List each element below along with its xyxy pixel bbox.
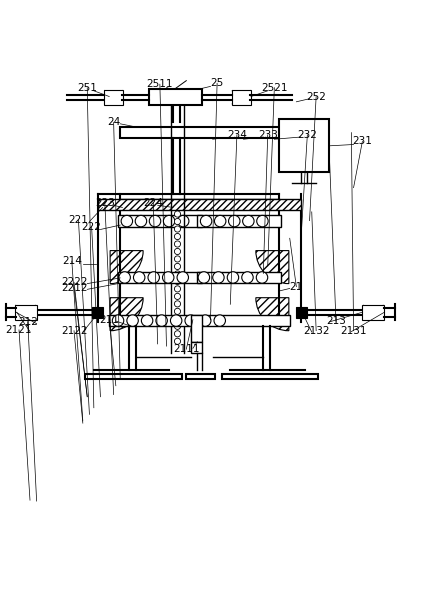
Circle shape bbox=[175, 338, 181, 345]
Text: 25: 25 bbox=[210, 79, 224, 88]
Circle shape bbox=[133, 272, 145, 283]
Circle shape bbox=[119, 272, 130, 283]
Circle shape bbox=[178, 215, 189, 227]
Circle shape bbox=[113, 315, 124, 326]
Circle shape bbox=[171, 315, 182, 326]
Circle shape bbox=[175, 233, 181, 239]
Text: 2132: 2132 bbox=[303, 326, 330, 336]
Text: 21: 21 bbox=[290, 282, 303, 292]
Circle shape bbox=[175, 219, 181, 225]
Text: 222: 222 bbox=[82, 222, 101, 232]
Text: 232: 232 bbox=[297, 130, 317, 140]
Circle shape bbox=[121, 215, 132, 227]
Bar bbox=[118, 215, 202, 228]
Circle shape bbox=[163, 272, 174, 283]
Wedge shape bbox=[256, 298, 289, 331]
Bar bbox=[279, 119, 329, 172]
Circle shape bbox=[175, 271, 181, 277]
Circle shape bbox=[175, 264, 181, 269]
Circle shape bbox=[242, 272, 253, 283]
Bar bbox=[118, 272, 202, 283]
Bar bbox=[296, 307, 307, 319]
Bar bbox=[104, 90, 123, 105]
Circle shape bbox=[214, 315, 225, 326]
Bar bbox=[190, 316, 202, 342]
Text: 233: 233 bbox=[258, 130, 278, 140]
Circle shape bbox=[214, 215, 226, 227]
Circle shape bbox=[148, 272, 159, 283]
Circle shape bbox=[163, 215, 175, 227]
Text: 2521: 2521 bbox=[261, 83, 288, 93]
Text: 211: 211 bbox=[99, 315, 119, 324]
Text: 24: 24 bbox=[107, 118, 120, 128]
Circle shape bbox=[175, 211, 181, 217]
Wedge shape bbox=[256, 251, 289, 284]
Circle shape bbox=[156, 315, 167, 326]
Circle shape bbox=[175, 316, 181, 322]
Circle shape bbox=[175, 248, 181, 255]
Text: 213: 213 bbox=[326, 316, 346, 326]
Circle shape bbox=[199, 315, 211, 326]
Bar bbox=[232, 90, 251, 105]
Text: 212: 212 bbox=[18, 317, 38, 327]
Text: 214: 214 bbox=[62, 256, 82, 266]
Bar bbox=[187, 374, 215, 379]
Bar bbox=[98, 199, 301, 210]
Circle shape bbox=[198, 272, 210, 283]
Bar bbox=[197, 215, 281, 228]
Bar bbox=[149, 89, 202, 105]
Text: 2212: 2212 bbox=[61, 282, 87, 293]
Bar bbox=[197, 272, 281, 283]
Circle shape bbox=[200, 215, 212, 227]
Circle shape bbox=[175, 331, 181, 337]
Circle shape bbox=[175, 226, 181, 232]
Circle shape bbox=[175, 256, 181, 262]
Circle shape bbox=[149, 215, 161, 227]
Circle shape bbox=[175, 241, 181, 247]
Circle shape bbox=[213, 272, 224, 283]
Text: 223: 223 bbox=[95, 198, 115, 208]
Circle shape bbox=[175, 278, 181, 284]
Bar bbox=[362, 305, 385, 320]
Text: 2122: 2122 bbox=[61, 326, 87, 336]
Circle shape bbox=[243, 215, 254, 227]
Bar bbox=[92, 307, 103, 319]
Text: 2131: 2131 bbox=[340, 326, 367, 336]
Bar bbox=[85, 374, 182, 379]
Text: 234: 234 bbox=[227, 130, 247, 140]
Bar bbox=[190, 342, 202, 353]
Text: 251: 251 bbox=[77, 83, 97, 93]
Bar bbox=[120, 127, 305, 138]
Circle shape bbox=[175, 286, 181, 292]
Circle shape bbox=[175, 293, 181, 300]
Circle shape bbox=[141, 315, 153, 326]
Text: 2222: 2222 bbox=[61, 277, 87, 287]
Text: 2511: 2511 bbox=[147, 79, 173, 89]
Circle shape bbox=[135, 215, 147, 227]
Wedge shape bbox=[110, 251, 143, 284]
Circle shape bbox=[175, 323, 181, 329]
Bar bbox=[109, 316, 290, 326]
Text: 2121: 2121 bbox=[6, 325, 32, 335]
Circle shape bbox=[175, 301, 181, 307]
Circle shape bbox=[175, 309, 181, 314]
Circle shape bbox=[177, 272, 188, 283]
Circle shape bbox=[185, 315, 196, 326]
Circle shape bbox=[127, 315, 138, 326]
Bar bbox=[222, 374, 319, 379]
Text: 252: 252 bbox=[306, 92, 326, 102]
Wedge shape bbox=[110, 298, 143, 331]
Bar bbox=[15, 305, 37, 320]
Circle shape bbox=[256, 272, 268, 283]
Circle shape bbox=[229, 215, 240, 227]
Text: 221: 221 bbox=[69, 215, 88, 225]
Circle shape bbox=[256, 215, 268, 227]
Circle shape bbox=[227, 272, 239, 283]
Text: 224: 224 bbox=[144, 198, 163, 208]
Text: 2111: 2111 bbox=[173, 344, 199, 354]
Text: 231: 231 bbox=[353, 137, 372, 147]
